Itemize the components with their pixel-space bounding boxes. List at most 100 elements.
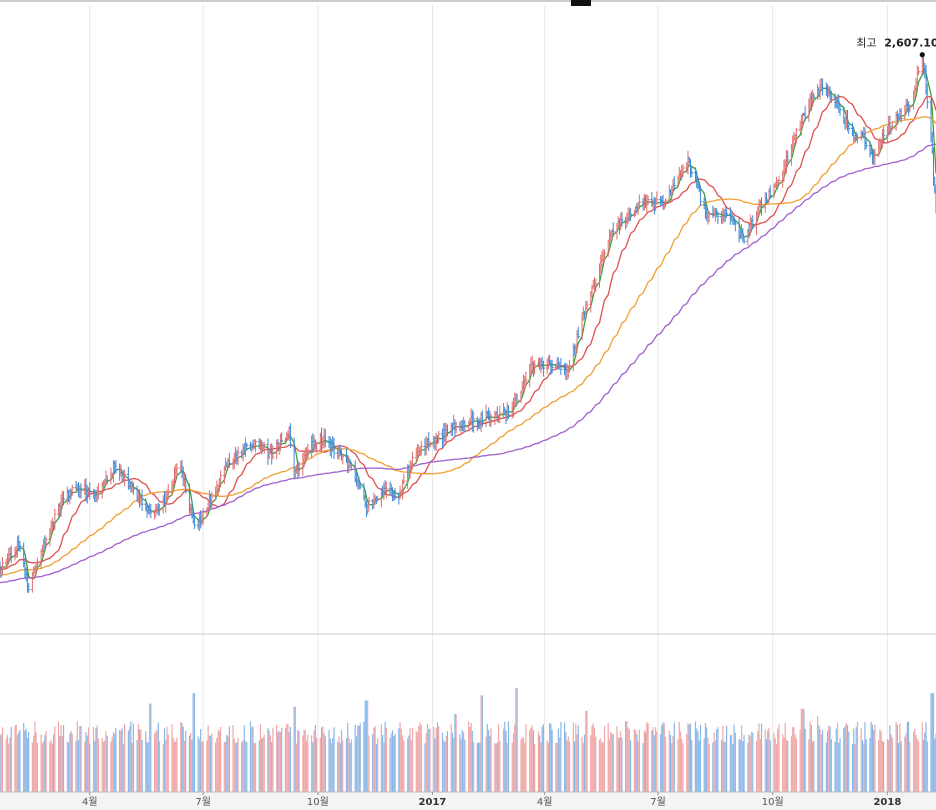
volume-bar (71, 733, 73, 792)
volume-bar (476, 743, 478, 792)
volume-bar (812, 741, 814, 792)
volume-bar (880, 731, 882, 792)
volume-bar (267, 727, 269, 792)
volume-bar (662, 722, 664, 792)
volume-bar (288, 731, 290, 792)
volume-bar (304, 730, 306, 792)
x-tick-label-0: 4월 (82, 796, 98, 808)
volume-bar (36, 742, 38, 792)
price-bar (855, 133, 859, 144)
volume-bar (621, 737, 623, 792)
volume-bar (497, 724, 500, 792)
volume-bar (854, 743, 856, 792)
volume-bar (60, 724, 62, 792)
volume-bar (537, 731, 540, 792)
volume-bar (712, 742, 714, 792)
volume-bar (303, 729, 305, 792)
volume-bar (502, 728, 505, 792)
volume-bar (855, 727, 857, 792)
volume-bar (659, 734, 662, 792)
volume-bar (54, 726, 56, 792)
volume-bar (886, 739, 888, 792)
volume-bar (505, 730, 507, 792)
volume-bar (906, 722, 908, 792)
volume-bar (846, 724, 849, 792)
price-bar (733, 220, 737, 232)
volume-bar (803, 708, 805, 792)
volume-bar (185, 730, 187, 792)
volume-bar (828, 725, 830, 792)
price-bar (454, 421, 458, 434)
volume-bar (51, 743, 53, 792)
volume-bar (792, 727, 794, 792)
volume-bar (202, 740, 204, 792)
volume-bar (112, 732, 115, 792)
volume-bar (323, 732, 325, 792)
price-bar (297, 461, 301, 477)
volume-bar (463, 732, 465, 792)
volume-bar (799, 729, 801, 792)
volume-bar (863, 743, 865, 792)
price-bar (821, 78, 825, 96)
volume-bar (271, 741, 273, 792)
volume-bar (838, 742, 840, 792)
volume-bar (477, 742, 480, 792)
volume-bar (391, 730, 394, 792)
price-bars-layer (0, 54, 936, 594)
volume-bar (734, 732, 736, 792)
volume-bar (66, 741, 68, 792)
volume-bar (633, 729, 635, 792)
volume-bar (354, 724, 356, 792)
volume-bar (70, 731, 72, 792)
volume-bar (697, 731, 699, 792)
volume-bar (441, 732, 444, 792)
volume-bar (723, 741, 725, 792)
volume-bar (86, 735, 88, 792)
volume-bar (546, 740, 548, 792)
volume-bar (775, 744, 778, 792)
volume-bar (593, 727, 596, 792)
volume-bar (767, 730, 769, 792)
volume-bar (249, 721, 252, 792)
volume-bar (925, 722, 927, 792)
x-tick-label-7: 2018 (873, 797, 901, 808)
volume-bar (138, 729, 141, 792)
volume-bar (342, 740, 344, 792)
volume-bar (757, 731, 759, 792)
volume-bar (487, 730, 490, 792)
volume-bar (337, 741, 339, 792)
volume-bar (663, 723, 665, 792)
volume-bar (783, 737, 785, 792)
volume-bar (573, 741, 576, 792)
volume-bar (703, 738, 705, 792)
volume-bar (197, 736, 199, 792)
volume-bar (699, 724, 702, 792)
price-bar (166, 484, 170, 500)
volume-bar (450, 724, 452, 792)
volume-bar (652, 727, 654, 792)
price-bar (306, 443, 310, 458)
volume-bar (105, 731, 107, 792)
volume-bar (374, 726, 376, 792)
volume-bar (873, 730, 875, 792)
volume-bar (810, 724, 812, 792)
volume-bar (320, 727, 323, 792)
volume-bar (661, 725, 663, 792)
price-bar (149, 503, 153, 519)
volume-bar (688, 724, 690, 792)
volume-bar (469, 727, 471, 792)
volume-bar (750, 731, 753, 792)
volume-bar (373, 727, 375, 792)
volume-bar (514, 724, 516, 792)
volume-bar (236, 742, 238, 792)
price-bar (9, 545, 13, 564)
price-bar (794, 127, 798, 144)
volume-bar (617, 737, 619, 792)
volume-bar (390, 733, 392, 792)
price-bar (899, 108, 903, 123)
volume-bar (611, 733, 613, 792)
volume-bar (429, 728, 431, 792)
volume-bar (375, 744, 377, 792)
volume-bar (534, 744, 536, 792)
volume-bar (759, 738, 761, 792)
